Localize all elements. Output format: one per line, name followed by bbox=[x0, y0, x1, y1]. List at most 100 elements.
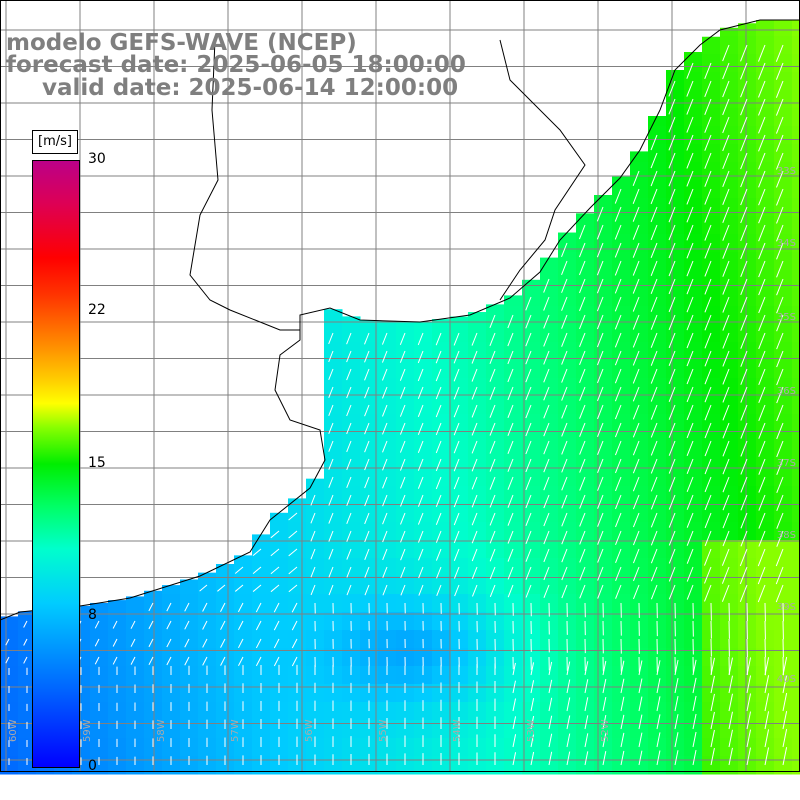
wind-cell bbox=[702, 756, 721, 775]
wind-cell bbox=[450, 756, 469, 775]
wind-cell bbox=[162, 666, 181, 685]
wind-cell bbox=[162, 720, 181, 739]
wind-arrow bbox=[758, 368, 766, 386]
wind-arrow bbox=[382, 440, 388, 453]
wind-arrow bbox=[686, 242, 694, 259]
wind-arrow bbox=[489, 332, 496, 346]
wind-arrow bbox=[704, 332, 712, 349]
wind-arrow bbox=[489, 350, 496, 364]
wind-arrow bbox=[270, 566, 280, 575]
wind-arrow bbox=[758, 134, 766, 152]
wind-arrow bbox=[435, 332, 442, 346]
wind-arrow bbox=[112, 638, 118, 647]
wind-arrow bbox=[686, 260, 694, 277]
wind-arrow bbox=[435, 386, 442, 400]
wind-arrow bbox=[328, 368, 334, 381]
wind-arrow bbox=[728, 675, 733, 694]
wind-arrow bbox=[632, 170, 640, 186]
wind-arrow bbox=[764, 693, 770, 712]
wind-arrow bbox=[758, 440, 766, 457]
wind-arrow bbox=[692, 677, 697, 694]
wind-arrow bbox=[561, 350, 568, 365]
wind-arrow bbox=[548, 661, 553, 676]
wind-arrow bbox=[346, 458, 352, 471]
wind-cell bbox=[180, 738, 199, 757]
wind-cell bbox=[522, 738, 541, 757]
wind-arrow bbox=[435, 512, 442, 525]
wind-cell bbox=[792, 486, 800, 505]
wind-cell bbox=[738, 684, 757, 703]
wind-arrow bbox=[270, 530, 280, 539]
wind-cell bbox=[396, 738, 415, 757]
wind-cell bbox=[666, 756, 685, 775]
wind-arrow bbox=[148, 656, 154, 666]
wind-arrow bbox=[220, 602, 226, 612]
wind-arrow bbox=[346, 440, 352, 453]
wind-arrow bbox=[417, 458, 424, 471]
wind-arrow bbox=[776, 206, 784, 224]
wind-arrow bbox=[614, 332, 622, 348]
wind-cell bbox=[792, 162, 800, 181]
wind-cell bbox=[108, 756, 127, 775]
wind-cell bbox=[180, 720, 199, 739]
wind-arrow bbox=[507, 458, 514, 472]
wind-arrow bbox=[650, 332, 658, 348]
wind-arrow bbox=[668, 494, 676, 510]
wind-arrow bbox=[686, 440, 694, 457]
wind-arrow bbox=[381, 350, 388, 363]
wind-arrow bbox=[740, 440, 748, 457]
wind-arrow bbox=[364, 584, 370, 596]
wind-arrow bbox=[674, 732, 679, 748]
wind-arrow bbox=[418, 584, 424, 596]
wind-arrow bbox=[234, 566, 244, 574]
wind-arrow bbox=[525, 368, 532, 383]
wind-arrow bbox=[548, 715, 553, 730]
wind-cell bbox=[234, 684, 253, 703]
wind-arrow bbox=[614, 440, 622, 456]
wind-arrow bbox=[436, 584, 442, 596]
wind-cell bbox=[792, 630, 800, 649]
wind-cell bbox=[486, 720, 505, 739]
wind-arrow bbox=[633, 566, 640, 582]
wind-arrow bbox=[721, 584, 730, 602]
wind-arrow bbox=[417, 512, 424, 525]
coastline bbox=[0, 19, 800, 621]
wind-arrow bbox=[775, 584, 784, 603]
wind-arrow bbox=[364, 332, 370, 345]
lat-label: 35S bbox=[776, 312, 796, 323]
wind-arrow bbox=[782, 729, 788, 748]
wind-cell bbox=[684, 756, 703, 775]
wind-arrow bbox=[758, 458, 766, 475]
wind-cell bbox=[792, 468, 800, 487]
wind-arrow bbox=[775, 98, 784, 116]
wind-arrow bbox=[561, 242, 568, 258]
wind-arrow bbox=[584, 715, 589, 730]
wind-cell bbox=[630, 756, 649, 775]
wind-arrow bbox=[561, 494, 568, 509]
wind-arrow bbox=[722, 134, 730, 152]
wind-arrow bbox=[489, 368, 496, 382]
wind-cell bbox=[612, 720, 631, 739]
wind-cell bbox=[576, 666, 595, 685]
wind-arrow bbox=[632, 440, 640, 456]
wind-arrow bbox=[400, 494, 406, 507]
wind-arrow bbox=[758, 98, 766, 116]
wind-arrow bbox=[710, 747, 715, 766]
wind-arrow bbox=[5, 638, 10, 646]
wind-cell bbox=[522, 702, 541, 721]
wind-arrow bbox=[686, 332, 694, 349]
wind-cell bbox=[756, 720, 775, 739]
wind-cell bbox=[90, 720, 109, 739]
wind-cell bbox=[360, 666, 379, 685]
wind-arrow bbox=[328, 332, 334, 345]
wind-arrow bbox=[746, 693, 752, 712]
wind-arrow bbox=[435, 494, 442, 508]
wind-arrow bbox=[758, 206, 766, 224]
wind-arrow bbox=[704, 62, 712, 80]
wind-cell bbox=[576, 702, 595, 721]
wind-arrow bbox=[112, 656, 118, 665]
wind-arrow bbox=[758, 332, 766, 350]
wind-arrow bbox=[620, 696, 625, 712]
wind-arrow bbox=[686, 116, 694, 133]
wind-arrow bbox=[722, 476, 730, 493]
